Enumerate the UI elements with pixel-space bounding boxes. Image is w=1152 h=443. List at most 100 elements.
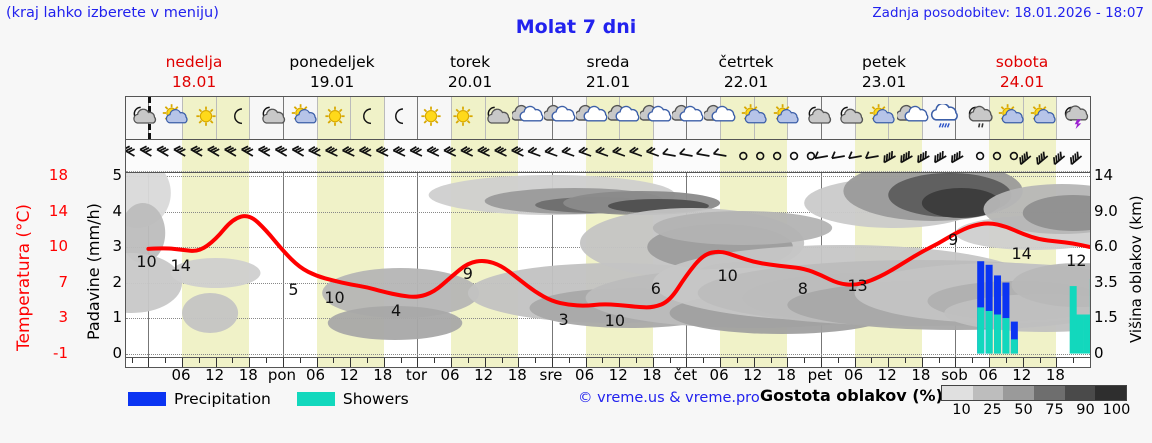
temperature-value-label: 10 xyxy=(136,251,157,271)
wind-barb xyxy=(629,146,643,157)
x-axis-tick-label: 18 xyxy=(507,366,527,384)
x-axis-tick-label: 06 xyxy=(844,366,864,384)
day-separator xyxy=(417,173,419,357)
x-axis-tick-label: 18 xyxy=(911,366,931,384)
cloud-blob xyxy=(322,268,480,318)
axis-tick-value: 0 xyxy=(1094,343,1104,362)
icon-cell-separator xyxy=(383,97,385,139)
x-axis-tick xyxy=(804,358,806,363)
wind-barb xyxy=(712,147,727,157)
precipitation-legend-label: Precipitation xyxy=(174,390,271,408)
x-axis-tick xyxy=(736,358,738,363)
credit-link[interactable]: © vreme.us & vreme.pro xyxy=(578,390,760,406)
wind-barb xyxy=(900,150,913,164)
day-name: sobota xyxy=(995,53,1049,71)
x-axis-tick xyxy=(232,358,234,363)
x-axis-tick-label: 12 xyxy=(474,366,494,384)
wind-barb xyxy=(342,146,355,157)
x-axis-tick xyxy=(770,358,772,363)
temperature-axis-label: Temperatura (°C) xyxy=(14,203,34,352)
day-date: 20.01 xyxy=(447,73,493,91)
cloud-density-scale-labels: 10 25 50 75 90 100 xyxy=(936,402,1132,420)
x-axis-tick xyxy=(467,358,469,363)
weather-icon-row xyxy=(125,96,1091,140)
icon-cell-separator xyxy=(484,97,486,139)
x-axis-tick xyxy=(1022,358,1024,367)
x-axis-tick-label: pon xyxy=(267,366,297,384)
cloud-density-swatch-3 xyxy=(1034,386,1065,400)
wind-barb xyxy=(511,146,524,157)
showers-bar xyxy=(985,310,993,354)
wind-barb xyxy=(679,147,693,157)
x-axis-tick xyxy=(383,358,385,367)
icon-cell-separator xyxy=(350,97,352,139)
day-header-6: sobota 24.01 xyxy=(953,52,1091,94)
weather-icon-moon xyxy=(351,104,383,132)
x-axis-tick-label: sre xyxy=(539,366,563,384)
cloud-density-color-scale xyxy=(941,385,1127,401)
precipitation-legend-swatch xyxy=(128,392,166,406)
x-axis-tick xyxy=(518,358,520,367)
x-axis-tick-label: 12 xyxy=(608,366,628,384)
axis-tick-value: 4 xyxy=(112,201,122,220)
showers-bar xyxy=(1002,318,1010,354)
wind-barbs xyxy=(126,145,1083,166)
weather-icon-sun-cloud xyxy=(769,104,801,132)
wind-barb xyxy=(848,151,862,160)
x-axis-tick xyxy=(871,358,873,363)
cloud-density-swatch-4 xyxy=(1064,386,1096,400)
x-axis-tick xyxy=(972,358,974,363)
wind-barb xyxy=(409,146,423,157)
weather-icon-sun-cloud xyxy=(865,104,897,132)
wind-barb xyxy=(595,146,609,157)
temperature-value-label: 14 xyxy=(1011,243,1032,263)
x-axis-tick xyxy=(333,358,335,363)
wind-barb xyxy=(241,145,254,157)
weather-icon-sun-cloud xyxy=(287,104,319,132)
x-axis-tick xyxy=(1073,358,1075,363)
x-axis-tick-label: 18 xyxy=(373,366,393,384)
x-axis-tick-label: 12 xyxy=(743,366,763,384)
weather-icon-moon-cloud xyxy=(801,104,833,132)
x-axis-tick-label: 12 xyxy=(205,366,225,384)
x-axis-tick xyxy=(266,358,268,363)
x-axis-tick xyxy=(249,358,251,367)
x-axis-tick xyxy=(820,358,822,367)
day-header-1: ponedeljek 19.01 xyxy=(263,52,401,94)
wind-barb xyxy=(426,146,440,157)
x-axis-tick xyxy=(921,358,923,367)
wind-barb xyxy=(772,151,782,161)
x-axis-tick-label: 06 xyxy=(440,366,460,384)
precipitation-bar xyxy=(1010,321,1018,354)
axis-tick-value: 3.5 xyxy=(1094,272,1118,291)
temperature-value-label: 6 xyxy=(650,279,661,299)
temperature-axis-ticks: 18 14 10 7 3 -1 xyxy=(38,160,68,370)
day-date: 18.01 xyxy=(171,73,217,91)
weather-icon-moon xyxy=(383,104,415,132)
x-axis-tick xyxy=(787,358,789,367)
weather-icon-sun xyxy=(447,104,479,132)
weather-icon-cloud xyxy=(511,104,544,132)
x-axis-tick xyxy=(434,358,436,363)
gridline-horizontal xyxy=(126,353,1090,355)
daylight-band xyxy=(182,140,250,172)
x-axis-tick-label: 12 xyxy=(339,366,359,384)
wind-barb xyxy=(612,146,626,157)
day-separator xyxy=(417,97,419,139)
icon-cell-separator xyxy=(451,97,453,139)
location-menu-note[interactable]: (kraj lahko izberete v meniju) xyxy=(6,5,219,21)
showers-legend-swatch xyxy=(296,392,335,406)
meteogram-plot: 10 14 5 10 4 9 3 10 6 10 8 13 9 14 12 xyxy=(125,172,1091,358)
axis-tick-value: 3 xyxy=(58,308,68,327)
x-axis-tick xyxy=(669,358,671,363)
temperature-value-label: 10 xyxy=(324,288,345,308)
wind-barb xyxy=(308,146,321,157)
daylight-band xyxy=(720,140,788,172)
x-axis-tick xyxy=(989,358,991,367)
icon-cell-separator xyxy=(1022,97,1024,139)
wind-barb xyxy=(224,145,237,157)
wind-barb xyxy=(883,150,896,164)
showers-bar xyxy=(1083,314,1090,354)
cloud-density-swatch-5 xyxy=(1095,386,1127,400)
day-header-5: petek 23.01 xyxy=(815,52,953,94)
